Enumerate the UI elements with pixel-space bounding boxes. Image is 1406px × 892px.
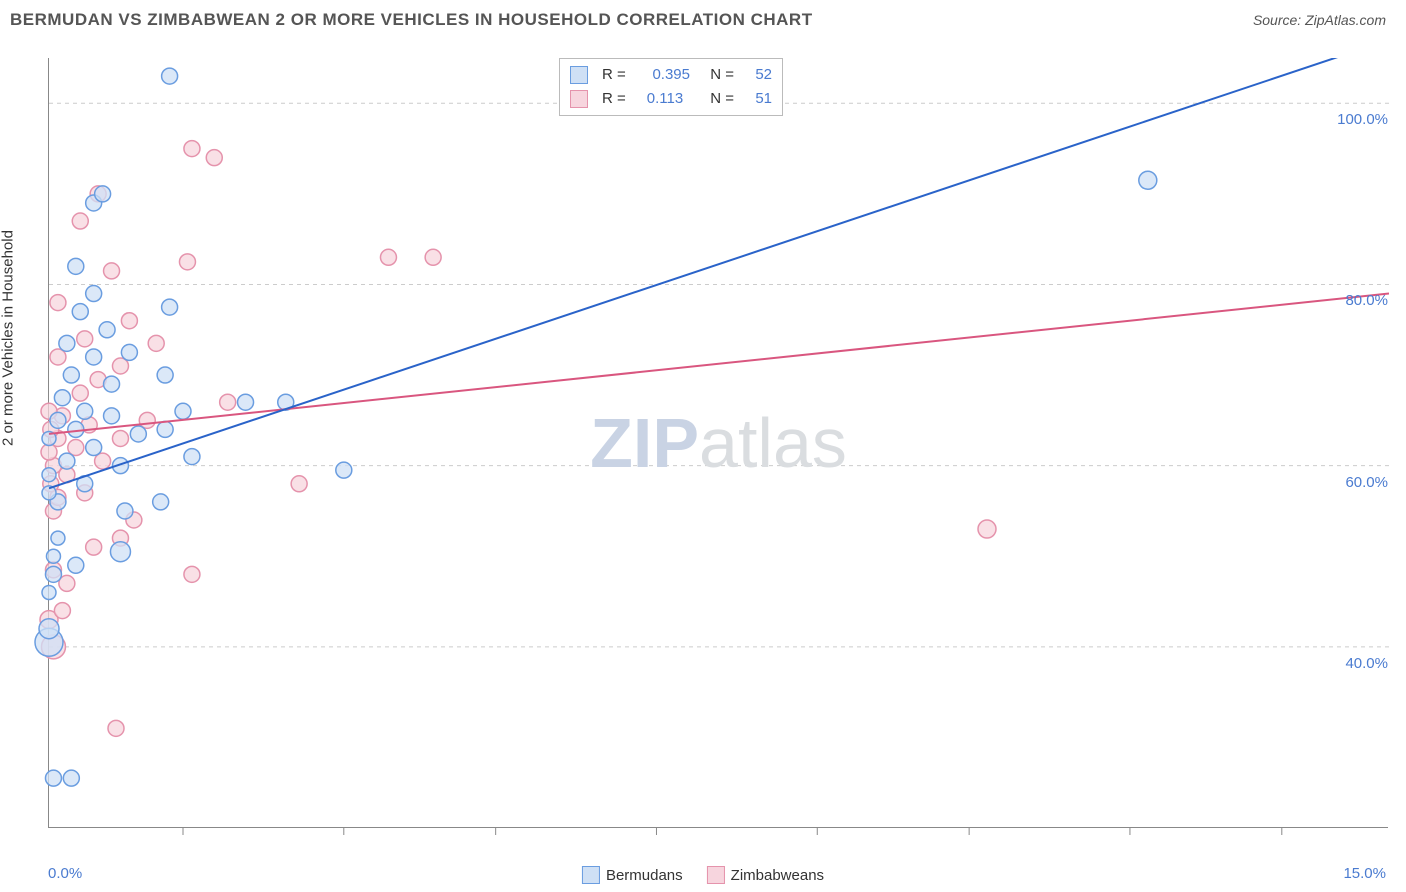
correlation-legend: R = 0.395 N = 52 R = 0.113 N = 51 (559, 58, 783, 116)
scatter-point (54, 603, 70, 619)
scatter-point (59, 335, 75, 351)
scatter-point (72, 304, 88, 320)
scatter-point (184, 141, 200, 157)
x-axis-min-label: 0.0% (48, 865, 82, 882)
scatter-point (86, 349, 102, 365)
scatter-point (179, 254, 195, 270)
scatter-point (50, 412, 66, 428)
scatter-point (162, 299, 178, 315)
scatter-point (68, 557, 84, 573)
n-value-bermudans: 52 (742, 63, 772, 87)
scatter-point (86, 440, 102, 456)
scatter-point (59, 453, 75, 469)
regression-line (49, 294, 1389, 434)
scatter-point (45, 770, 61, 786)
scatter-point (110, 542, 130, 562)
scatter-point (54, 390, 70, 406)
correlation-row-zimbabweans: R = 0.113 N = 51 (570, 87, 772, 111)
scatter-point (104, 263, 120, 279)
chart-svg (49, 58, 1388, 827)
y-tick-label: 80.0% (1345, 292, 1388, 309)
swatch-bermudans-icon (570, 66, 588, 84)
scatter-point (162, 68, 178, 84)
scatter-point (336, 462, 352, 478)
scatter-point (157, 421, 173, 437)
scatter-point (63, 770, 79, 786)
scatter-point (206, 150, 222, 166)
scatter-point (425, 249, 441, 265)
scatter-point (121, 313, 137, 329)
scatter-point (121, 344, 137, 360)
n-value-zimbabweans: 51 (742, 87, 772, 111)
scatter-point (51, 531, 65, 545)
scatter-point (380, 249, 396, 265)
swatch-zimbabweans-icon (707, 866, 725, 884)
scatter-point (184, 449, 200, 465)
chart-plot-area: ZIPatlas R = 0.395 N = 52 R = 0.113 N = … (48, 58, 1388, 828)
scatter-point (42, 585, 56, 599)
scatter-point (175, 403, 191, 419)
scatter-point (104, 408, 120, 424)
series-legend: Bermudans Zimbabweans (582, 866, 824, 884)
legend-label-bermudans: Bermudans (606, 867, 683, 884)
chart-header: BERMUDAN VS ZIMBABWEAN 2 OR MORE VEHICLE… (0, 0, 1406, 35)
chart-title: BERMUDAN VS ZIMBABWEAN 2 OR MORE VEHICLE… (10, 10, 813, 30)
correlation-row-bermudans: R = 0.395 N = 52 (570, 63, 772, 87)
scatter-point (63, 367, 79, 383)
scatter-point (157, 367, 173, 383)
scatter-point (238, 394, 254, 410)
scatter-point (99, 322, 115, 338)
scatter-point (39, 619, 59, 639)
scatter-point (86, 539, 102, 555)
scatter-point (86, 286, 102, 302)
scatter-point (291, 476, 307, 492)
scatter-point (68, 258, 84, 274)
scatter-point (72, 385, 88, 401)
scatter-point (104, 376, 120, 392)
scatter-point (72, 213, 88, 229)
scatter-point (117, 503, 133, 519)
r-value-zimbabweans: 0.113 (640, 87, 690, 111)
scatter-point (148, 335, 164, 351)
legend-item-zimbabweans: Zimbabweans (707, 866, 824, 884)
y-tick-label: 40.0% (1345, 655, 1388, 672)
swatch-bermudans-icon (582, 866, 600, 884)
scatter-point (77, 403, 93, 419)
scatter-point (50, 295, 66, 311)
x-axis-max-label: 15.0% (1343, 865, 1386, 882)
y-tick-label: 100.0% (1337, 111, 1388, 128)
scatter-point (45, 566, 61, 582)
scatter-point (130, 426, 146, 442)
legend-label-zimbabweans: Zimbabweans (731, 867, 824, 884)
r-value-bermudans: 0.395 (640, 63, 690, 87)
scatter-point (978, 520, 996, 538)
scatter-point (68, 421, 84, 437)
scatter-point (77, 331, 93, 347)
scatter-point (108, 720, 124, 736)
swatch-zimbabweans-icon (570, 90, 588, 108)
scatter-point (220, 394, 236, 410)
legend-item-bermudans: Bermudans (582, 866, 683, 884)
y-axis-label: 2 or more Vehicles in Household (0, 230, 17, 446)
scatter-point (112, 430, 128, 446)
scatter-point (1139, 171, 1157, 189)
scatter-point (95, 186, 111, 202)
scatter-point (184, 566, 200, 582)
scatter-point (46, 549, 60, 563)
y-tick-label: 60.0% (1345, 474, 1388, 491)
source-attribution: Source: ZipAtlas.com (1253, 12, 1386, 28)
scatter-point (153, 494, 169, 510)
scatter-point (42, 468, 56, 482)
